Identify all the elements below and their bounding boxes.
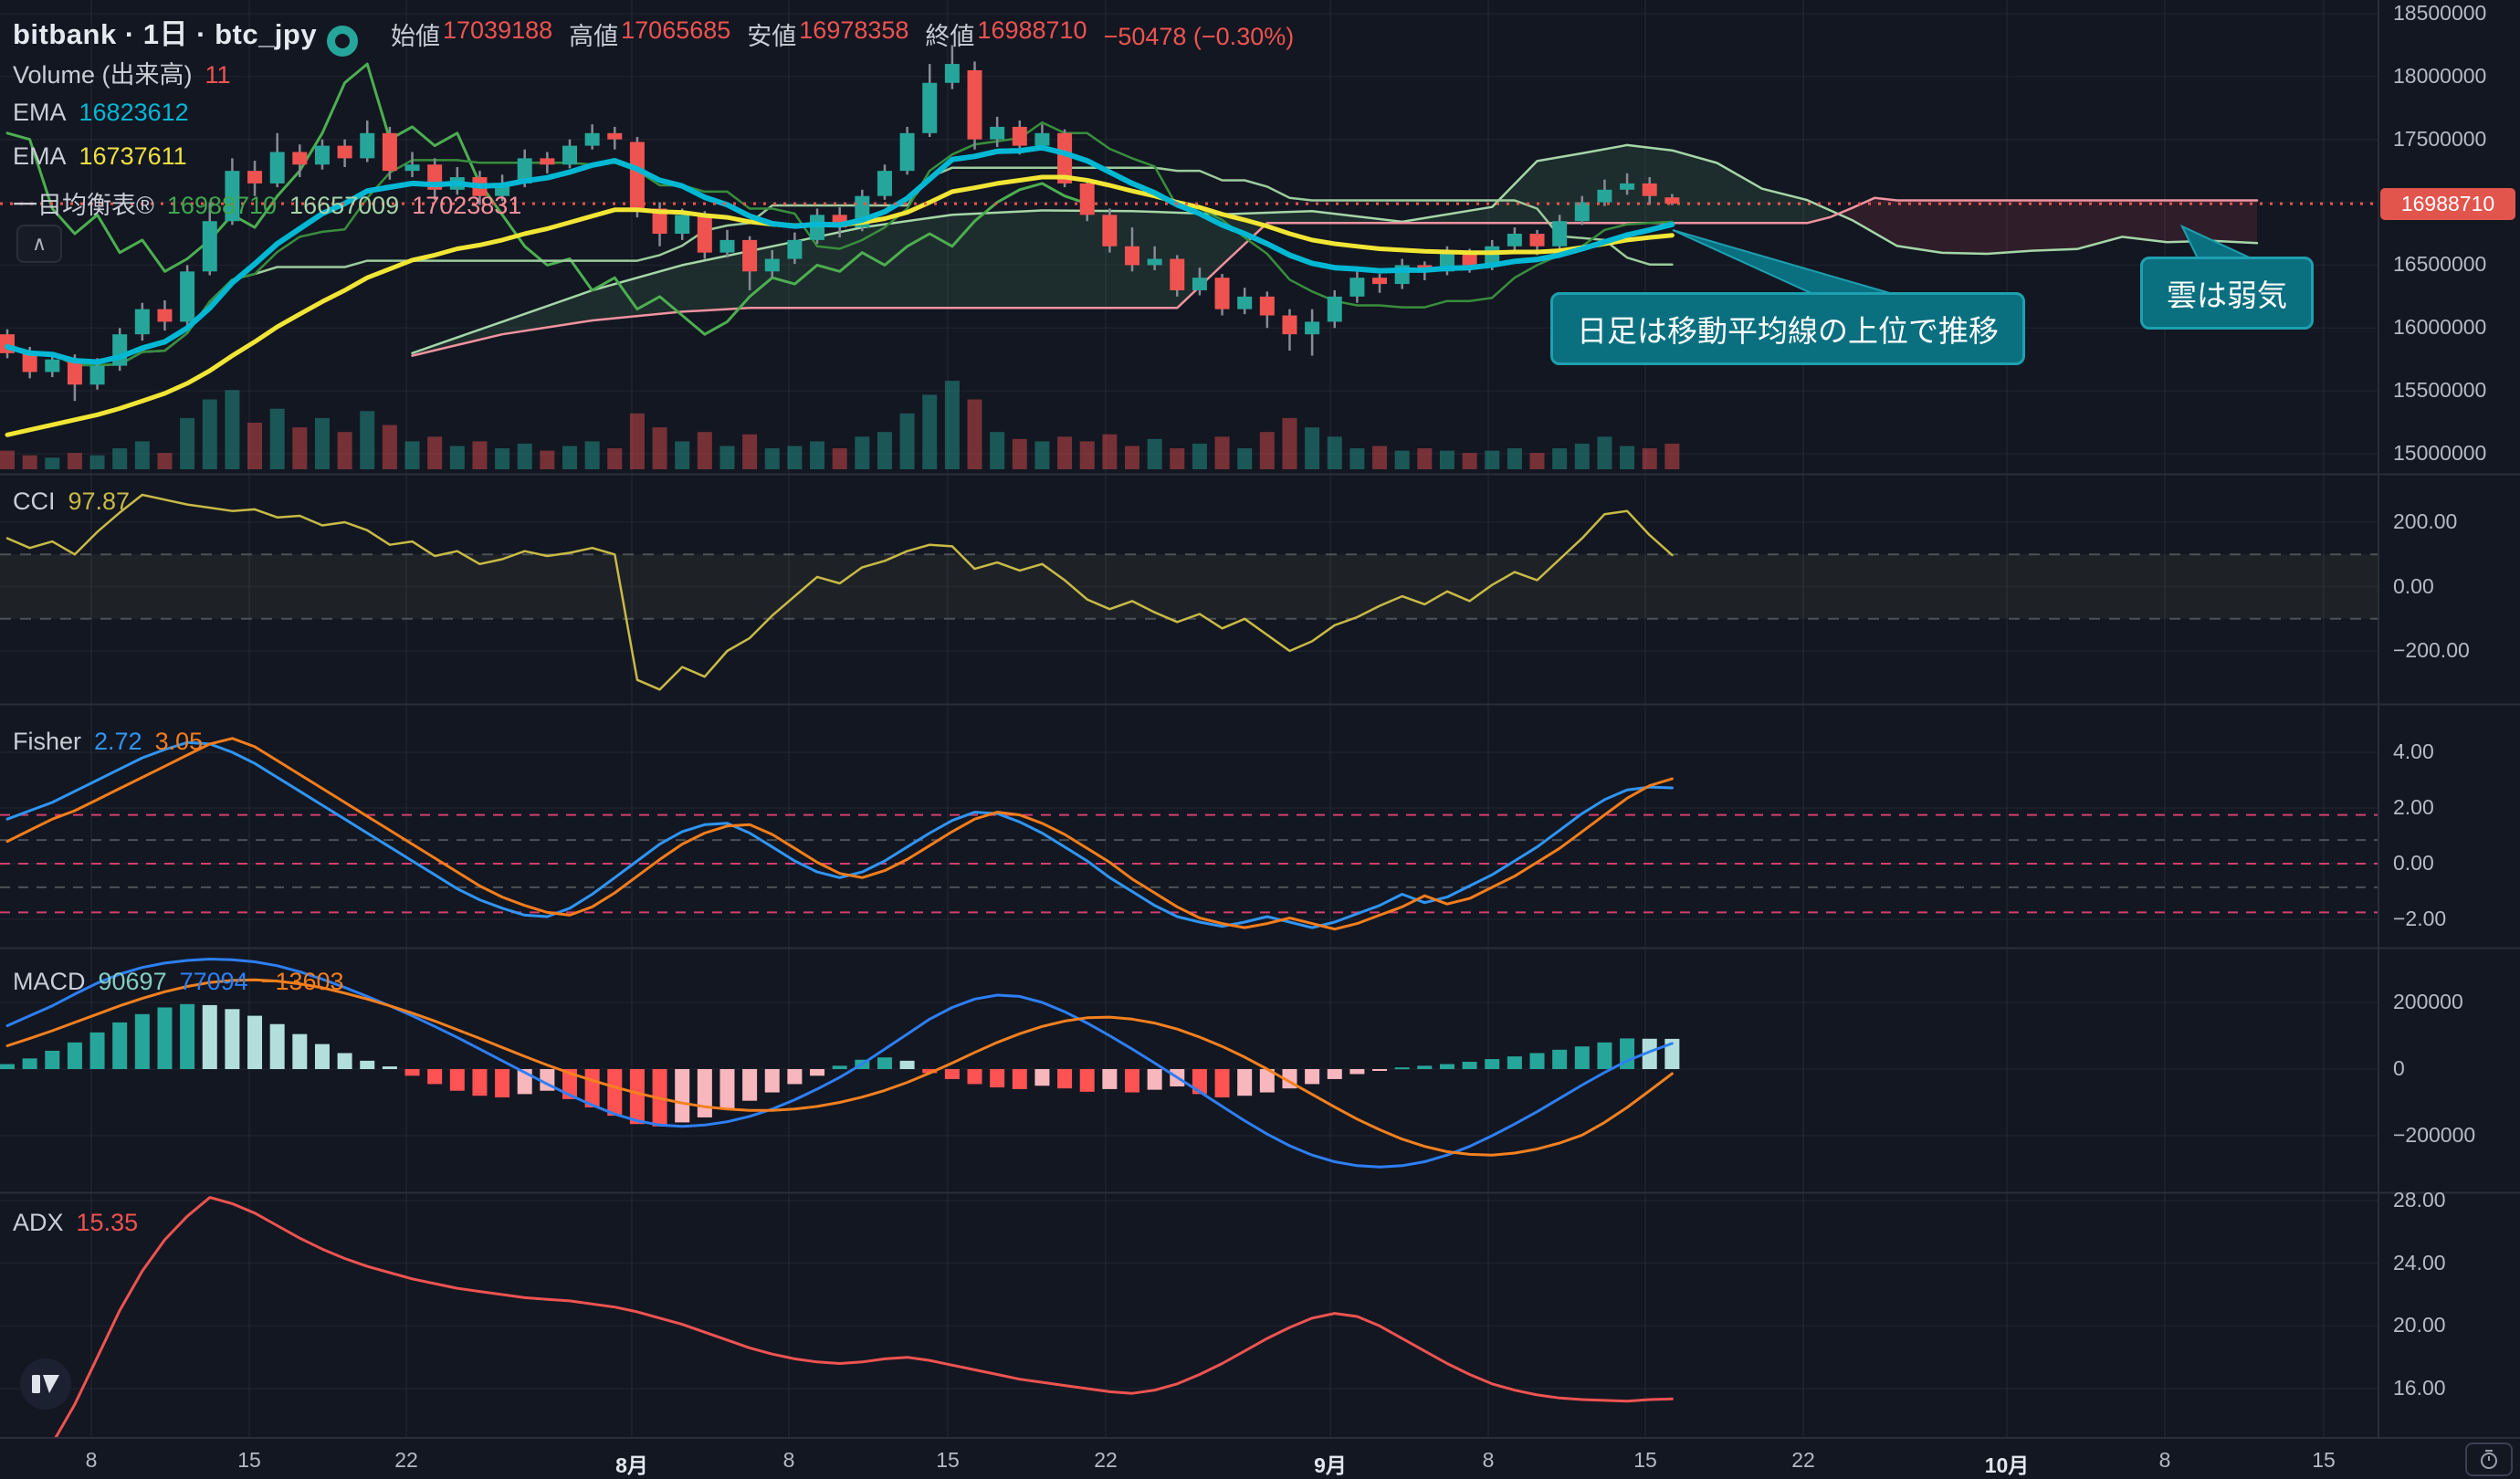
candlestick-series: [0, 45, 1680, 402]
fisher-label: Fisher: [13, 728, 82, 755]
close-value: 16988710: [977, 16, 1087, 44]
ichimoku-label: 一目均衡表®: [13, 192, 154, 219]
high-value: 17065685: [621, 16, 731, 44]
volume-label: Volume (出来高): [13, 61, 193, 89]
macd-value-signal: −13603: [260, 968, 344, 995]
tradingview-logo-icon: [32, 1375, 59, 1393]
axis-label-adx: 16.00: [2393, 1376, 2446, 1400]
time-tick-label: 22: [1094, 1448, 1118, 1472]
ohlc-row: 始値 17039188 高値 17065685 安値 16978358 終値 16988…: [391, 16, 1294, 52]
legend-cci[interactable]: CCI 97.87: [13, 488, 130, 516]
ema1-value: 16823612: [79, 99, 189, 126]
cci-value: 97.87: [68, 488, 131, 515]
axis-label-macd: 0: [2393, 1056, 2405, 1080]
time-tick-label: 9月: [1314, 1453, 1347, 1477]
time-tick-label: 8: [85, 1448, 98, 1472]
time-tick-label: 10月: [1984, 1453, 2030, 1477]
macd-value-line: 77094: [179, 968, 248, 995]
axis-label-price: 15000000: [2393, 441, 2487, 465]
macd-label: MACD: [13, 968, 86, 995]
adx-label: ADX: [13, 1209, 64, 1236]
legend-fisher[interactable]: Fisher 2.72 3.05: [13, 728, 203, 756]
time-tick-label: 8: [1482, 1448, 1495, 1472]
clock-icon: [2481, 1449, 2497, 1469]
axis-label-price: 16000000: [2393, 315, 2487, 340]
axis-label-price: 16500000: [2393, 252, 2487, 277]
cci-label: CCI: [13, 488, 56, 515]
chevron-up-icon: ∧: [31, 232, 47, 255]
time-tick-label: 15: [237, 1448, 261, 1472]
time-tick-label: 8: [2158, 1448, 2171, 1472]
legend-ema-slow[interactable]: EMA 16737611: [13, 142, 187, 171]
time-tick-label: 22: [394, 1448, 418, 1472]
tradingview-logo[interactable]: [20, 1358, 71, 1410]
axis-label-fisher: 4.00: [2393, 740, 2434, 763]
close-label: 終値: [925, 23, 975, 50]
legend-volume[interactable]: Volume (出来高) 11: [13, 55, 231, 90]
axis-label-price: 18000000: [2393, 63, 2487, 88]
axis-label-price: 18500000: [2393, 1, 2487, 25]
market-status-icon: [327, 26, 358, 57]
time-tick-label: 8: [782, 1448, 795, 1472]
low-label: 安値: [747, 23, 797, 50]
cci-pane: [0, 493, 2378, 691]
adx-value: 15.35: [76, 1209, 139, 1236]
ema-lines: [5, 144, 1675, 437]
symbol-title[interactable]: bitbank · 1日 · btc_jpy: [13, 18, 318, 50]
legend-collapse-button[interactable]: ∧: [16, 225, 62, 263]
legend-macd[interactable]: MACD 90697 77094 −13603: [13, 968, 344, 996]
ichimoku-value-2: 16657009: [289, 192, 400, 219]
axis-label-cci: 0.00: [2393, 573, 2434, 598]
axis-label-cci: −200.00: [2393, 638, 2470, 662]
adx-pane: [54, 1196, 1674, 1437]
ichimoku-lines: [5, 62, 1674, 367]
legend-ichimoku[interactable]: 一目均衡表® 16988710 16657009 17023831: [13, 185, 521, 221]
last-price-badge[interactable]: 16988710: [2380, 188, 2515, 220]
macd-pane: [0, 958, 1680, 1169]
time-tick-label: 8月: [615, 1453, 648, 1477]
axis-label-fisher: 0.00: [2393, 851, 2434, 875]
ema2-label: EMA: [13, 142, 67, 170]
annotation-callout-ma[interactable]: 日足は移動平均線の上位で推移: [1550, 292, 2025, 365]
axis-label-adx: 28.00: [2393, 1188, 2446, 1212]
legend-adx[interactable]: ADX 15.35: [13, 1209, 138, 1237]
callout-tail-ma: [1672, 229, 1900, 297]
time-tick-label: 15: [1633, 1448, 1657, 1472]
axis-label-macd: 200000: [2393, 990, 2463, 1013]
axis-label-fisher: −2.00: [2393, 907, 2447, 930]
timer-button[interactable]: [2465, 1442, 2513, 1476]
ema2-value: 16737611: [79, 142, 187, 170]
low-value: 16978358: [799, 16, 909, 44]
axis-label-adx: 24.00: [2393, 1250, 2446, 1274]
ichimoku-value-3: 17023831: [412, 192, 522, 219]
axis-label-fisher: 2.00: [2393, 795, 2434, 819]
legend-ema-fast[interactable]: EMA 16823612: [13, 99, 189, 127]
annotation-callout-cloud[interactable]: 雲は弱気: [2140, 257, 2314, 330]
macd-value-hist: 90697: [98, 968, 167, 995]
time-tick-label: 15: [936, 1448, 960, 1472]
open-label: 始値: [391, 23, 440, 50]
time-tick-label: 22: [1791, 1448, 1815, 1472]
gridlines: [0, 0, 2378, 1437]
volume-bars: [0, 381, 1680, 469]
high-label: 高値: [569, 23, 619, 50]
fisher-pane: [0, 737, 2378, 931]
ichimoku-value-1: 16988710: [166, 192, 278, 219]
axis-label-adx: 20.00: [2393, 1313, 2446, 1337]
axis-label-price: 17500000: [2393, 126, 2487, 151]
open-value: 17039188: [443, 16, 553, 44]
ema1-label: EMA: [13, 99, 67, 126]
volume-value: 11: [205, 61, 231, 89]
change-value: −50478 (−0.30%): [1103, 23, 1295, 50]
fisher-value-2: 3.05: [154, 728, 204, 755]
axis-label-macd: −200000: [2393, 1123, 2476, 1147]
axis-label-price: 15500000: [2393, 378, 2487, 403]
ichimoku-cloud: [411, 143, 2259, 357]
fisher-value-1: 2.72: [94, 728, 142, 755]
axis-label-cci: 200.00: [2393, 509, 2458, 533]
time-tick-label: 15: [2312, 1448, 2336, 1472]
